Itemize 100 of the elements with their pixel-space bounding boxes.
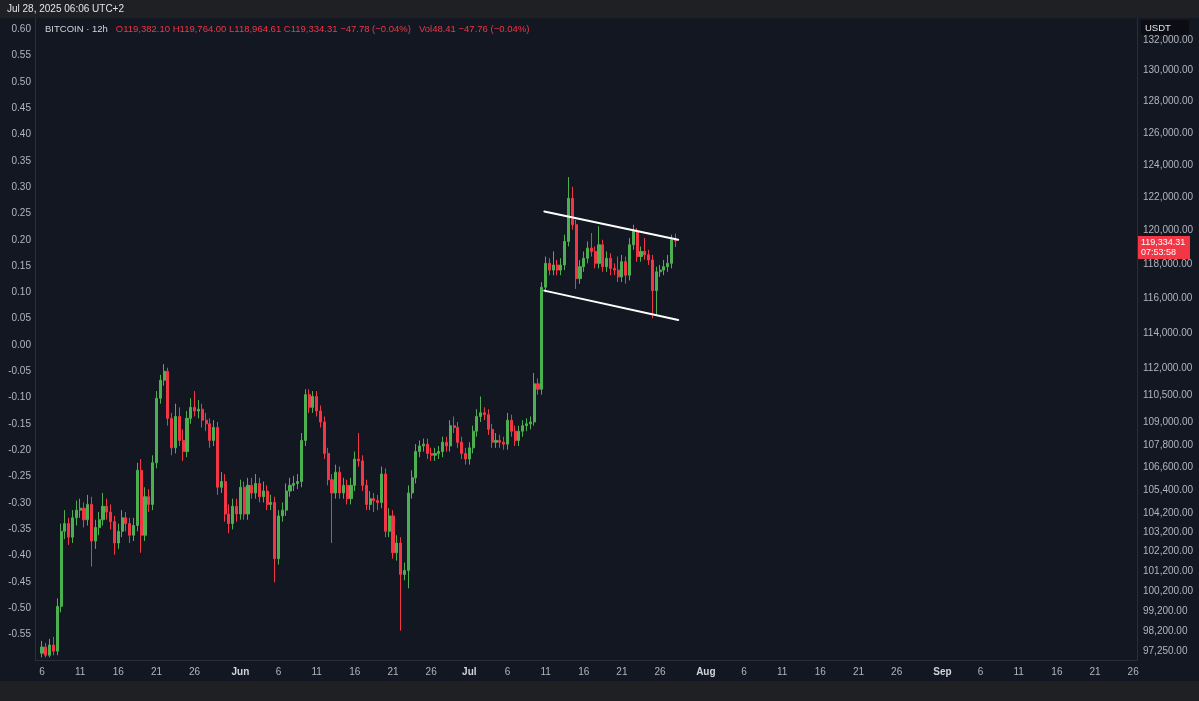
candlestick [342, 477, 345, 500]
x-tick-label: 26 [891, 665, 903, 677]
y2-tick-label: 107,800.00 [1143, 438, 1194, 450]
candlestick [193, 390, 196, 417]
candlestick [258, 477, 261, 503]
candlestick [147, 488, 150, 513]
y-tick-label: -0.10 [8, 391, 32, 403]
x-tick-label: 26 [425, 665, 438, 677]
y-tick-label: 0.15 [11, 259, 32, 271]
candlestick [231, 498, 234, 530]
candlestick [44, 642, 47, 658]
y-tick-label: -0.40 [8, 549, 32, 561]
candlestick [369, 490, 372, 511]
candlestick [338, 466, 341, 500]
x-tick-label: 11 [776, 665, 788, 677]
y-tick-label: 0.00 [11, 338, 32, 350]
candlestick [246, 477, 250, 521]
text: 119,334.31 07:53:58 [1138, 235, 1190, 259]
y-tick-label: 0.25 [11, 207, 32, 219]
candlestick [380, 466, 383, 509]
candlestick [533, 372, 536, 427]
y2-tick-label: 98,200.00 [1143, 625, 1188, 637]
candlestick [399, 536, 402, 632]
y2-tick-label: 118,000.00 [1143, 257, 1193, 269]
candlestick [639, 245, 643, 263]
y2-tick-label: 109,000.00 [1143, 416, 1194, 428]
candlestick [674, 233, 677, 248]
y2-tick-label: 122,000.00 [1143, 191, 1194, 203]
candlestick [208, 417, 211, 449]
x-tick-label: Aug [696, 665, 716, 677]
candlestick [617, 256, 620, 283]
y2-tick-label: 99,200.00 [1143, 604, 1188, 616]
candlestick [556, 259, 559, 276]
candlestick [651, 254, 654, 319]
y2-tick-label: 132,000.00 [1143, 33, 1194, 45]
x-tick-label: 16 [578, 665, 590, 677]
annotation: Vol48.41 −47.76 (−0.04%) [418, 23, 530, 34]
x-tick-label: 6 [275, 665, 282, 677]
candlestick [334, 464, 337, 500]
candlestick [662, 259, 665, 276]
x-tick-label: 11 [540, 665, 552, 677]
candlestick [266, 484, 269, 511]
y2-tick-label: 116,000.00 [1143, 292, 1193, 304]
candlestick [506, 412, 509, 451]
x-tick-label: 16 [112, 665, 125, 677]
y2-tick-label: 104,200.00 [1143, 506, 1194, 518]
y2-tick-label: 110,500.00 [1143, 389, 1193, 401]
candlestick [52, 636, 55, 656]
x-tick-label: 21 [1089, 665, 1102, 677]
candlestick [502, 436, 505, 451]
y-tick-label: 0.40 [11, 128, 32, 140]
y-tick-label: -0.15 [8, 417, 32, 429]
candlestick [250, 477, 253, 500]
y2-tick-label: 105,400.00 [1143, 483, 1194, 495]
candlestick [548, 257, 551, 276]
x-tick-label: 21 [387, 665, 400, 677]
candlestick [597, 225, 601, 269]
candlestick [445, 436, 448, 453]
candlestick [311, 390, 314, 414]
candlestick [609, 252, 612, 276]
candlestick [433, 447, 437, 462]
candlestick [384, 467, 387, 538]
candlestick [40, 640, 44, 658]
candlestick [395, 534, 398, 562]
candlestick [391, 509, 395, 560]
x-tick-label: 16 [814, 665, 827, 677]
candlestick [262, 481, 265, 503]
x-tick-label: 21 [150, 665, 163, 677]
x-tick-label: Jun [231, 665, 250, 677]
candlestick [201, 403, 204, 428]
candlestick [197, 399, 200, 419]
candlestick [552, 250, 555, 276]
y2-tick-label: 114,000.00 [1143, 326, 1193, 338]
candlestick [498, 434, 501, 449]
candlestick [239, 479, 242, 521]
candlestick [308, 388, 311, 414]
x-tick-label: 21 [616, 665, 628, 677]
candlestick [143, 486, 147, 542]
candlestick [86, 494, 89, 527]
y2-tick-label: 97,250.00 [1143, 644, 1188, 656]
candlestick [48, 638, 51, 658]
y-tick-label: 0.10 [11, 286, 32, 298]
y2-tick-label: 128,000.00 [1143, 95, 1194, 107]
candlestick [216, 421, 219, 496]
candlestick [655, 266, 658, 316]
y-tick-label: -0.30 [8, 496, 32, 508]
y-tick-label: -0.45 [8, 575, 32, 587]
candlestick [140, 458, 143, 554]
y-tick-label: 0.20 [11, 233, 32, 245]
x-tick-label: 6 [977, 665, 984, 677]
text: BITCOIN · 12h [45, 23, 108, 34]
x-tick-label: Jul [462, 665, 477, 677]
candlestick [243, 481, 246, 521]
x-tick-label: 16 [349, 665, 361, 677]
y2-tick-label: 112,000.00 [1143, 362, 1193, 374]
x-tick-label: 11 [74, 665, 86, 677]
y2-tick-label: 106,600.00 [1143, 461, 1194, 473]
candlestick [536, 377, 540, 396]
y-tick-label: -0.50 [8, 601, 32, 613]
candlestick [67, 517, 70, 546]
